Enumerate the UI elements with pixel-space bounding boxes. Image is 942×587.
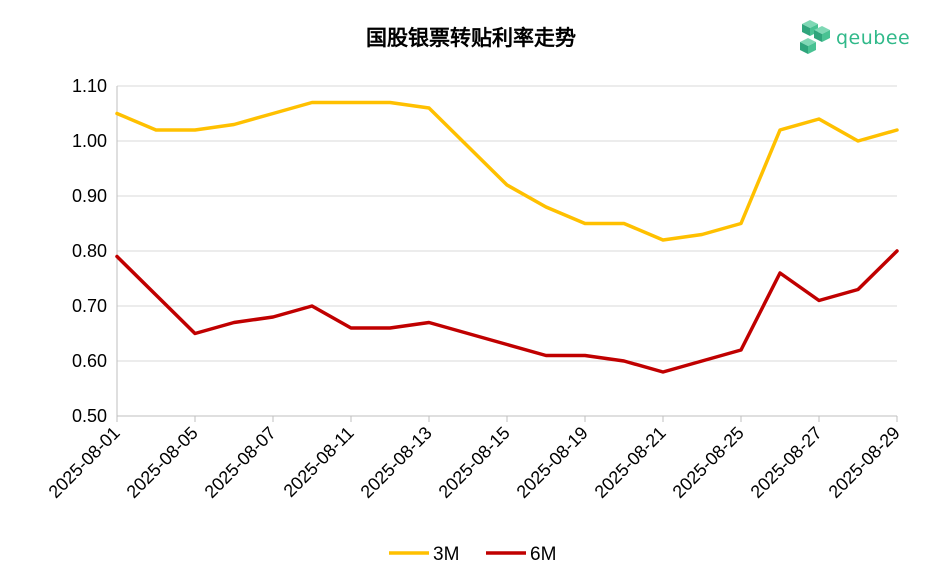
x-tick-label: 2025-08-27: [747, 423, 826, 502]
series-lines: [115, 100, 899, 374]
legend-label-3M: 3M: [433, 544, 459, 565]
y-tick-label: 0.90: [72, 186, 107, 206]
x-tick-label: 2025-08-25: [669, 423, 748, 502]
axes: [116, 86, 898, 422]
x-tick-label: 2025-08-13: [357, 423, 436, 502]
y-tick-label: 1.10: [72, 76, 107, 96]
y-tick-label: 0.50: [72, 406, 107, 426]
chart-title: 国股银票转贴利率走势: [366, 26, 576, 50]
legend: 3M 6M: [389, 544, 556, 565]
x-tick-label: 2025-08-21: [591, 423, 670, 502]
x-tick-label: 2025-08-19: [513, 423, 592, 502]
x-tick-label: 2025-08-07: [201, 423, 280, 502]
x-tick-label: 2025-08-29: [825, 423, 904, 502]
series-line-3M: [115, 100, 899, 242]
y-tick-label: 0.70: [72, 296, 107, 316]
cube-cluster-icon: [800, 20, 830, 54]
y-tick-label: 1.00: [72, 131, 107, 151]
grid-lines: [117, 85, 897, 362]
y-tick-label: 0.60: [72, 351, 107, 371]
x-tick-label: 2025-08-01: [45, 423, 124, 502]
x-tick-label: 2025-08-05: [123, 423, 202, 502]
legend-label-6M: 6M: [530, 544, 556, 565]
y-tick-label: 0.80: [72, 241, 107, 261]
qeubee-logo: qeubee: [798, 18, 910, 58]
series-line-6M: [115, 249, 899, 374]
x-tick-label: 2025-08-15: [435, 423, 514, 502]
logo-text: qeubee: [836, 27, 911, 49]
x-tick-label: 2025-08-11: [280, 423, 358, 501]
y-tick-labels: 1.10 1.00 0.90 0.80 0.70 0.60 0.50: [72, 76, 107, 426]
